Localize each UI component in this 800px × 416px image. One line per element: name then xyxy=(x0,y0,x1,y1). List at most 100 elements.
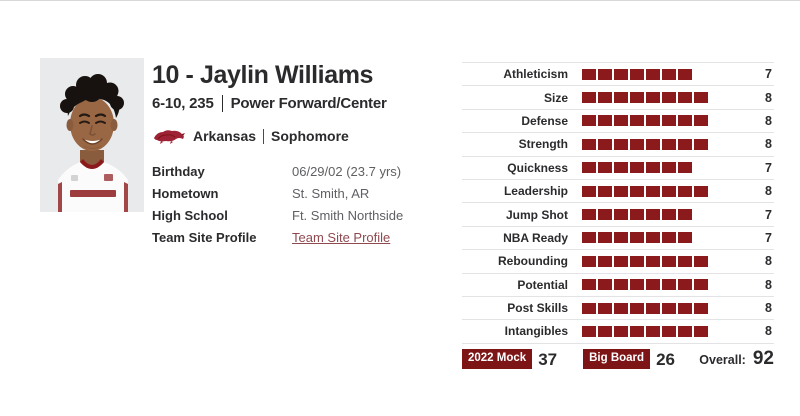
rating-segment xyxy=(582,302,596,314)
rating-segment xyxy=(614,325,628,337)
attribute-rating-bar xyxy=(582,279,716,291)
rating-segment xyxy=(614,115,628,127)
attribute-value: 7 xyxy=(765,207,772,222)
rating-segment xyxy=(662,115,676,127)
attribute-row: Strength 8 xyxy=(462,132,774,155)
rating-segment xyxy=(598,302,612,314)
rating-segment xyxy=(630,232,644,244)
rating-segment xyxy=(582,209,596,221)
big-board-value: 26 xyxy=(656,349,675,369)
rating-segment xyxy=(694,325,708,337)
player-header: 10 - Jaylin Williams 6-10, 235 Power For… xyxy=(152,61,452,112)
info-row-value: Ft. Smith Northside xyxy=(292,208,404,223)
rating-segment xyxy=(678,138,692,150)
attribute-label: Strength xyxy=(518,137,568,152)
attribute-value: 7 xyxy=(765,67,772,82)
attribute-rating-bar xyxy=(582,68,716,80)
draft-summary-footer: 2022 Mock 37 Big Board 26 Overall: 92 xyxy=(462,348,774,370)
rating-segment xyxy=(662,302,676,314)
mock-draft-badge[interactable]: 2022 Mock xyxy=(462,348,533,370)
rating-segment xyxy=(646,255,660,267)
team-site-profile-link[interactable]: Team Site Profile xyxy=(292,230,391,245)
rating-segment xyxy=(598,255,612,267)
rating-segment xyxy=(630,185,644,197)
rating-segment xyxy=(598,92,612,104)
rating-segment xyxy=(598,325,612,337)
rating-segment xyxy=(694,92,708,104)
attribute-row: Post Skills 8 xyxy=(462,295,774,319)
rating-segment xyxy=(614,92,628,104)
rating-segment xyxy=(598,209,612,221)
rating-segment xyxy=(694,138,708,150)
attribute-rating-bar xyxy=(582,115,716,127)
attribute-label: Rebounding xyxy=(498,254,568,269)
overall-label: Overall: xyxy=(699,353,746,367)
razorback-logo-icon xyxy=(152,126,186,146)
rating-segment xyxy=(662,209,676,221)
rating-segment xyxy=(614,209,628,221)
attribute-row: Size 8 xyxy=(462,85,774,108)
info-row: Birthday 06/29/02 (23.7 yrs) xyxy=(152,164,452,186)
attributes-bottom-divider xyxy=(462,342,774,344)
info-row: Team Site Profile Team Site Profile xyxy=(152,230,452,252)
rating-segment xyxy=(646,162,660,174)
rating-segment xyxy=(662,162,676,174)
player-headshot-photo xyxy=(40,58,144,212)
rating-segment xyxy=(582,138,596,150)
rating-segment xyxy=(662,325,676,337)
rating-segment xyxy=(614,279,628,291)
attribute-row: Defense 8 xyxy=(462,108,774,132)
attribute-rating-bar xyxy=(582,255,716,267)
rating-segment xyxy=(694,255,708,267)
attribute-value: 8 xyxy=(765,90,772,105)
attribute-value: 8 xyxy=(765,113,772,128)
rating-segment xyxy=(678,185,692,197)
rating-segment xyxy=(582,185,596,197)
attribute-row: Quickness 7 xyxy=(462,155,774,179)
attribute-label: Potential xyxy=(517,277,568,292)
team-name: Arkansas xyxy=(193,128,257,144)
rating-segment xyxy=(582,325,596,337)
attribute-value: 8 xyxy=(765,277,772,292)
rating-segment xyxy=(598,115,612,127)
divider-icon xyxy=(221,94,223,112)
rating-segment xyxy=(646,115,660,127)
player-name: 10 - Jaylin Williams xyxy=(152,61,374,89)
player-info-table: Birthday 06/29/02 (23.7 yrs) Hometown St. S… xyxy=(152,164,452,252)
attribute-value: 8 xyxy=(765,184,772,199)
attributes-panel: Athleticism 7 Size 8 Defense 8 Strength 8 Quickn… xyxy=(462,62,774,344)
rating-segment xyxy=(662,232,676,244)
attribute-rating-bar xyxy=(582,232,716,244)
rating-segment xyxy=(678,232,692,244)
rating-segment xyxy=(678,92,692,104)
rating-segment xyxy=(678,162,692,174)
rating-segment xyxy=(598,162,612,174)
rating-segment xyxy=(630,325,644,337)
rating-segment xyxy=(646,185,660,197)
info-row-label: Team Site Profile xyxy=(152,230,257,245)
info-row: Hometown St. Smith, AR xyxy=(152,186,452,208)
player-measurements-position: 6-10, 235 Power Forward/Center xyxy=(152,94,452,112)
rating-segment xyxy=(678,68,692,80)
rating-segment xyxy=(614,185,628,197)
attribute-label: Post Skills xyxy=(507,301,568,316)
rating-segment xyxy=(646,209,660,221)
attribute-row: Jump Shot 7 xyxy=(462,202,774,225)
rating-segment xyxy=(646,232,660,244)
rating-segment xyxy=(614,255,628,267)
rating-segment xyxy=(694,115,708,127)
rating-segment xyxy=(582,162,596,174)
rating-segment xyxy=(646,92,660,104)
top-divider xyxy=(0,0,800,1)
rating-segment xyxy=(678,115,692,127)
attribute-row: NBA Ready 7 xyxy=(462,225,774,249)
info-row-label: High School xyxy=(152,208,228,223)
big-board-badge[interactable]: Big Board xyxy=(583,348,651,370)
attribute-value: 7 xyxy=(765,160,772,175)
rating-segment xyxy=(582,92,596,104)
attribute-label: Intangibles xyxy=(504,324,568,339)
attribute-row: Intangibles 8 xyxy=(462,319,774,342)
rating-segment xyxy=(678,255,692,267)
attribute-value: 8 xyxy=(765,137,772,152)
